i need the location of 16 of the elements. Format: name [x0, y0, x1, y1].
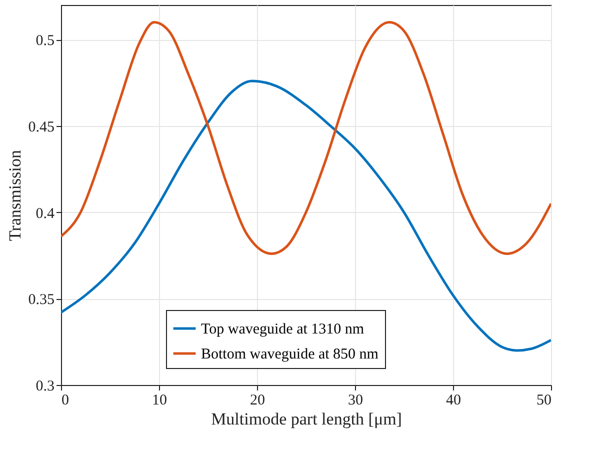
x-tick-label: 30 [348, 392, 363, 408]
legend-label: Top waveguide at 1310 nm [201, 322, 364, 338]
x-tick-label: 10 [152, 392, 167, 408]
y-tick-label: 0.35 [28, 292, 54, 308]
x-tick-label: 40 [446, 392, 461, 408]
legend-label: Bottom waveguide at 850 nm [201, 346, 379, 362]
y-tick-label: 0.5 [36, 33, 54, 50]
x-tick-label: 50 [536, 392, 552, 408]
y-tick-label: 0.3 [36, 378, 54, 394]
x-tick-label: 0 [62, 392, 69, 408]
y-axis-title: Transmission [5, 150, 24, 242]
y-tick-label: 0.4 [36, 206, 55, 222]
x-tick-label: 20 [250, 392, 265, 408]
y-tick-label: 0.45 [28, 119, 54, 136]
x-axis-title: Multimode part length [μm] [211, 410, 402, 428]
line-series [61, 21, 551, 255]
